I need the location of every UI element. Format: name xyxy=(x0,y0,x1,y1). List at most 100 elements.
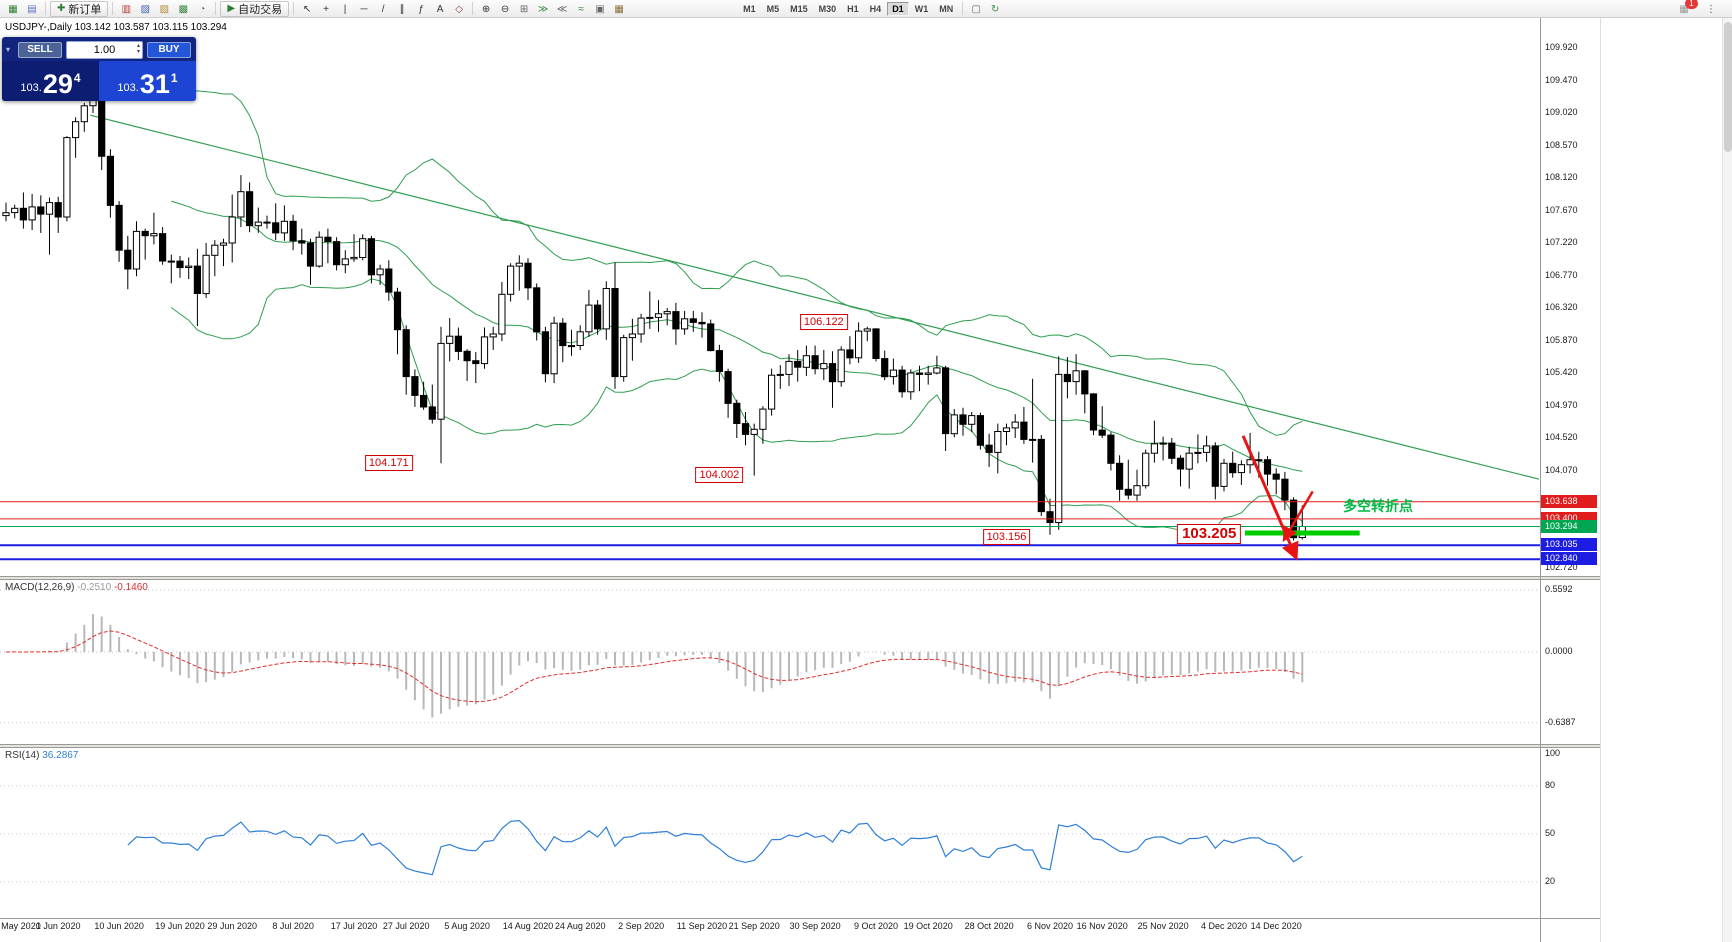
price-axis-label: 109.470 xyxy=(1545,74,1578,85)
timeframe-m30-button[interactable]: M30 xyxy=(818,3,837,14)
toolbar-group-view-tools: ⊕ ⊖ ⊞ ≫ ≪ ≈ ▣ ▦ xyxy=(477,1,628,16)
toolbar-separator xyxy=(112,2,114,15)
panel-splitter[interactable] xyxy=(0,744,1600,748)
timeframe-w1-button[interactable]: W1 xyxy=(914,3,929,14)
templates-icon[interactable]: ▦ xyxy=(614,4,624,15)
buy-button[interactable]: BUY xyxy=(147,42,191,58)
main-chart-canvas[interactable] xyxy=(0,18,1540,577)
data-window-icon[interactable]: ▧ xyxy=(140,4,151,15)
price-tag: 103.205 xyxy=(1177,524,1242,545)
rsi-value: 36.2867 xyxy=(42,750,79,761)
tile-windows-icon[interactable]: ⊞ xyxy=(519,4,529,15)
annotation-note: 多空转折点 xyxy=(1342,497,1413,514)
price-axis-label: 104.070 xyxy=(1545,464,1578,475)
time-axis-label: 10 Jun 2020 xyxy=(94,921,144,931)
auto-trading-button[interactable]: ▶ 自动交易 xyxy=(220,0,290,17)
price-tag: 104.171 xyxy=(364,455,413,472)
toolbar-group-panels: ▥ ▧ ▨ ▩ ◔ xyxy=(117,1,211,16)
sell-price-pips: 29 xyxy=(42,69,73,99)
chart-shift-icon[interactable]: ≪ xyxy=(556,4,568,15)
new-chart-icon[interactable]: ▦ xyxy=(8,4,18,15)
vertical-line-icon[interactable]: | xyxy=(343,4,347,15)
indicators-icon[interactable]: ≈ xyxy=(578,4,584,15)
toolbar-group-drawing-tools: ↖ + | ─ / ∥ ƒ A ◇ xyxy=(298,1,468,16)
timeframe-m15-button[interactable]: M15 xyxy=(790,3,808,14)
toolbar-right-icons: ▦ 1 ⋮ xyxy=(1675,0,1728,16)
time-axis-label: 14 Aug 2020 xyxy=(502,921,554,931)
auto-trading-icon: ▶ xyxy=(227,3,236,14)
channel-icon[interactable]: ∥ xyxy=(399,4,405,15)
arrange-windows-icon[interactable]: ▢ xyxy=(971,4,981,15)
timeframe-d1-button[interactable]: D1 xyxy=(887,1,909,16)
price-tag: 103.156 xyxy=(982,528,1031,545)
cursor-icon[interactable]: ↖ xyxy=(302,4,312,15)
horizontal-line-icon[interactable]: ─ xyxy=(360,4,368,15)
browser-menu-icon[interactable]: ⋮ xyxy=(1706,4,1716,15)
auto-scroll-icon[interactable]: ≫ xyxy=(537,4,549,15)
timeframe-mn-button[interactable]: MN xyxy=(939,3,954,14)
chart-profiles-icon[interactable]: ▤ xyxy=(27,4,37,15)
rsi-panel-canvas[interactable] xyxy=(0,748,1540,918)
panel-splitter[interactable] xyxy=(0,576,1600,580)
time-axis-separator xyxy=(0,918,1600,919)
price-axis-tag: 103.638 xyxy=(1541,494,1597,508)
one-click-collapse-icon[interactable]: ▾ xyxy=(6,45,11,54)
vertical-scrollbar[interactable] xyxy=(1722,18,1732,942)
sell-price-panel[interactable]: 103. 29 4 xyxy=(2,61,99,101)
time-axis-label: 22 May 2020 xyxy=(0,921,41,931)
volume-down-icon[interactable]: ▾ xyxy=(136,49,140,55)
macd-signal-value: -0.1460 xyxy=(113,582,148,593)
time-axis-label: 21 Sep 2020 xyxy=(728,921,780,931)
terminal-icon[interactable]: ▩ xyxy=(178,4,189,15)
trendline-icon[interactable]: / xyxy=(381,4,385,15)
price-axis-label: 107.220 xyxy=(1545,237,1578,247)
time-axis-label: 14 Dec 2020 xyxy=(1250,921,1302,931)
extension-icon[interactable]: ▦ 1 xyxy=(1675,0,1698,16)
toolbar-separator xyxy=(45,2,46,15)
toolbar-group-windows: ▢ ↻ xyxy=(967,1,1004,16)
one-click-trading-widget: ▾ SELL 1.00 ▴ ▾ BUY 103. 29 4 103. 31 1 xyxy=(2,37,196,101)
macd-name: MACD(12,26,9) xyxy=(5,582,75,593)
strategy-tester-icon[interactable]: ◔ xyxy=(199,4,206,15)
buy-price-panel[interactable]: 103. 31 1 xyxy=(99,61,196,101)
time-axis-label: 17 Jul 2020 xyxy=(330,921,378,931)
shapes-icon[interactable]: ◇ xyxy=(455,4,463,15)
timeframe-h4-button[interactable]: H4 xyxy=(869,3,882,14)
market-watch-icon[interactable]: ▥ xyxy=(121,4,132,15)
refresh-icon[interactable]: ↻ xyxy=(991,4,1000,15)
time-axis-label: 8 Jul 2020 xyxy=(272,921,314,931)
navigator-icon[interactable]: ▨ xyxy=(159,4,170,15)
toolbar-separator xyxy=(962,2,964,15)
macd-main-value: -0.2510 xyxy=(77,582,112,593)
timeframe-h1-button[interactable]: H1 xyxy=(847,3,859,14)
volume-spinner[interactable]: ▴ ▾ xyxy=(137,43,140,55)
periods-icon[interactable]: ▣ xyxy=(595,4,605,15)
price-axis-label: 102.720 xyxy=(1545,562,1578,572)
volume-field[interactable]: 1.00 ▴ ▾ xyxy=(66,41,143,59)
price-axis-label: 108.120 xyxy=(1545,172,1578,182)
time-axis-label: 27 Jul 2020 xyxy=(382,921,430,931)
time-axis-label: 30 Sep 2020 xyxy=(789,921,841,931)
macd-axis-label: -0.6387 xyxy=(1545,716,1576,727)
timeframe-m5-button[interactable]: M5 xyxy=(766,3,780,14)
volume-up-icon[interactable]: ▴ xyxy=(136,43,140,49)
scrollbar-thumb[interactable] xyxy=(1724,22,1732,152)
trade-widget-controls: ▾ SELL 1.00 ▴ ▾ BUY xyxy=(2,37,196,61)
new-order-button[interactable]: ✚ 新订单 xyxy=(50,0,109,17)
toolbar-separator xyxy=(293,2,295,15)
macd-axis-label: 0.5592 xyxy=(1545,583,1573,594)
zoom-out-icon[interactable]: ⊖ xyxy=(500,4,510,15)
toolbar-group-charts: ▦ ▤ xyxy=(4,1,41,16)
crosshair-icon[interactable]: + xyxy=(323,4,330,15)
sell-button[interactable]: SELL xyxy=(18,42,62,58)
zoom-in-icon[interactable]: ⊕ xyxy=(481,4,491,15)
macd-panel-canvas[interactable] xyxy=(0,580,1540,744)
price-axis-label: 105.870 xyxy=(1545,334,1578,345)
price-axis-label: 107.670 xyxy=(1545,204,1578,215)
price-axis-label: 104.520 xyxy=(1545,432,1578,442)
rsi-axis-label: 100 xyxy=(1545,748,1561,758)
text-label-icon[interactable]: A xyxy=(436,4,444,15)
timeframe-m1-button[interactable]: M1 xyxy=(743,3,756,14)
fibonacci-icon[interactable]: ƒ xyxy=(418,4,424,15)
